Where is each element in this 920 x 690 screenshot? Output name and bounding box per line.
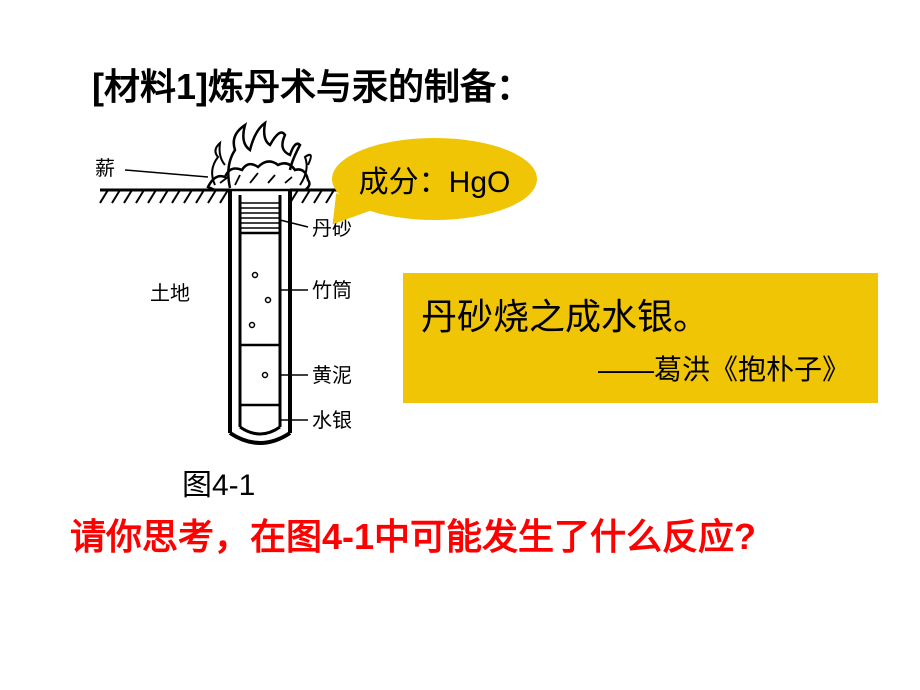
callout-text: 成分：HgO <box>359 157 511 201</box>
label-ground: 土地 <box>150 282 190 305</box>
label-mud: 黄泥 <box>312 364 352 387</box>
callout-bubble: 成分：HgO <box>332 138 537 220</box>
label-fire: 薪 <box>95 157 115 180</box>
quote-citation: ——葛洪《抱朴子》 <box>421 348 860 388</box>
label-mercury: 水银 <box>312 409 352 432</box>
quote-main: 丹砂烧之成水银。 <box>421 288 860 340</box>
material-title: [材料1]炼丹术与汞的制备： <box>92 58 532 110</box>
question-text: 请你思考，在图4-1中可能发生了什么反应? <box>70 508 756 560</box>
quote-box: 丹砂烧之成水银。 ——葛洪《抱朴子》 <box>403 273 878 403</box>
figure-caption: 图4-1 <box>182 460 255 504</box>
label-bamboo: 竹筒 <box>312 279 352 302</box>
